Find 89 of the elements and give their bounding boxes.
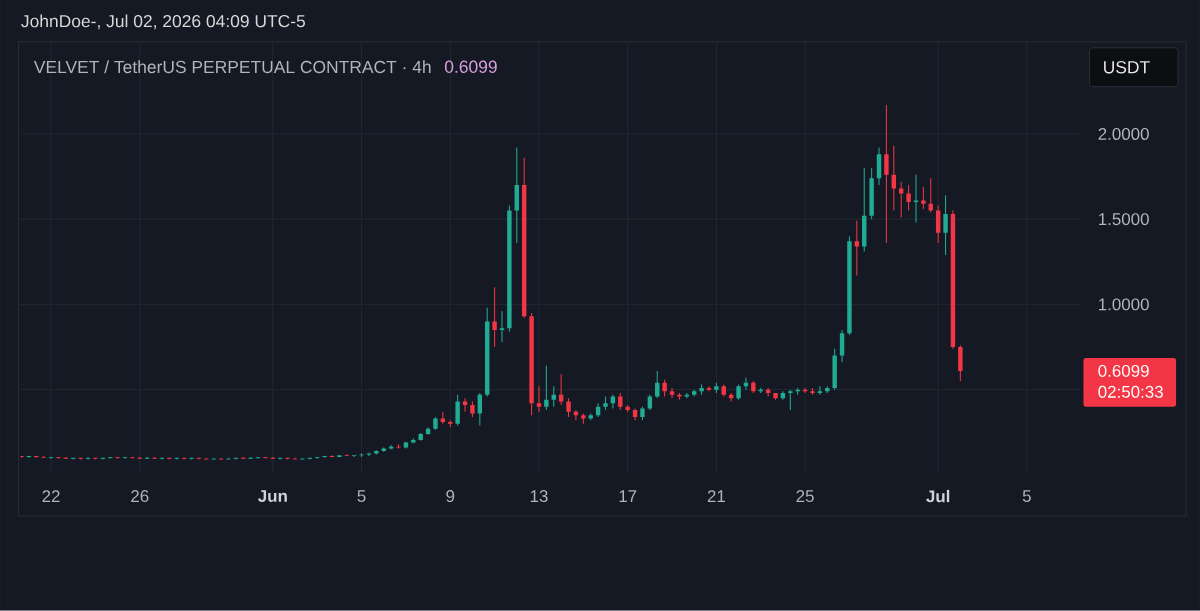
x-tick-label: 13 [530,490,548,503]
candlestick [832,348,837,390]
candlestick [418,433,423,441]
candlestick [669,388,675,399]
candlestick [810,388,815,395]
candlestick [854,221,860,276]
x-tick-label: Jun [258,490,287,503]
candlestick [581,413,586,424]
x-tick-label: 26 [131,490,149,503]
text: 0.6099 [444,60,497,74]
x-tick-label: 21 [707,490,725,503]
candlestick [884,105,889,244]
candlestick [425,427,431,435]
candlestick [618,393,623,411]
candlestick [485,307,490,397]
candlestick [492,287,497,348]
candlestick [958,345,963,382]
candlestick [817,386,823,395]
candlestick [906,185,911,211]
candlestick [551,386,556,407]
candlestick [329,455,335,458]
text: VELVET / TetherUS PERPETUAL CONTRACT · 4h [33,60,431,74]
candlestick [374,450,379,455]
candlestick [862,168,867,252]
candlestick [521,157,527,319]
candlestick [913,174,919,223]
candlestick [647,394,653,411]
candlestick [603,396,608,411]
candlestick [891,146,897,211]
y-tick-label: 1.0000 [1099,298,1149,311]
candlestick [898,181,904,218]
candlestick [544,365,549,411]
candlestick [921,186,926,210]
candlestick [728,393,734,402]
candlestick [455,394,460,426]
candlestick [847,236,852,336]
candlestick [470,401,475,418]
y-tick-label: 1.5000 [1099,213,1149,226]
y-tick-label: 2.0000 [1098,128,1149,141]
x-tick-label: Jul [926,490,950,503]
text: 0.6099 [1098,365,1149,378]
candlestick [751,381,756,394]
x-tick-label: 5 [1022,490,1031,503]
y-axis-title: USDT [1104,61,1150,74]
candlestick [935,205,941,244]
candlestick [928,178,933,213]
candlestick [691,389,697,397]
candlestick [662,379,667,397]
candlestick [950,210,956,349]
candlestick [499,311,505,343]
x-tick-label: 5 [357,490,366,503]
candlestick [351,455,357,458]
candlestick [433,417,438,430]
candlestick [610,394,616,409]
candlestick [448,420,453,428]
candlestick [876,147,882,186]
candlestick [869,168,874,220]
candlestick [514,147,520,244]
candlestick [699,384,704,395]
text: JohnDoe-, Jul 02, 2026 04:09 UTC-5 [21,14,305,30]
x-tick-label: 25 [796,490,814,503]
candlestick [839,330,845,363]
candlestick [943,195,948,256]
candlestick [632,408,638,421]
text: 02:50:33 [1098,386,1163,398]
candlestick [344,454,349,457]
candlestick [403,441,409,449]
candlestick [477,393,483,426]
x-tick-label: 9 [446,490,455,503]
candlestick [706,386,712,392]
candlestick [381,447,386,453]
candlestick [640,406,645,421]
x-tick-label: 22 [42,490,60,503]
candlestick [529,313,534,416]
candlestick [788,389,793,411]
candlestick [566,398,571,418]
candlestick [721,384,726,397]
candlestick [625,405,630,412]
candlestick [780,391,786,401]
candlestick [507,205,512,332]
candlestick [773,393,778,401]
candlestick [536,386,542,412]
candlestick [411,438,416,444]
candlestick [736,384,741,401]
x-tick-label: 17 [619,490,637,503]
candlestick [714,382,719,394]
candlestick [558,374,564,406]
candlestick [337,455,342,458]
candlestick [588,413,593,421]
